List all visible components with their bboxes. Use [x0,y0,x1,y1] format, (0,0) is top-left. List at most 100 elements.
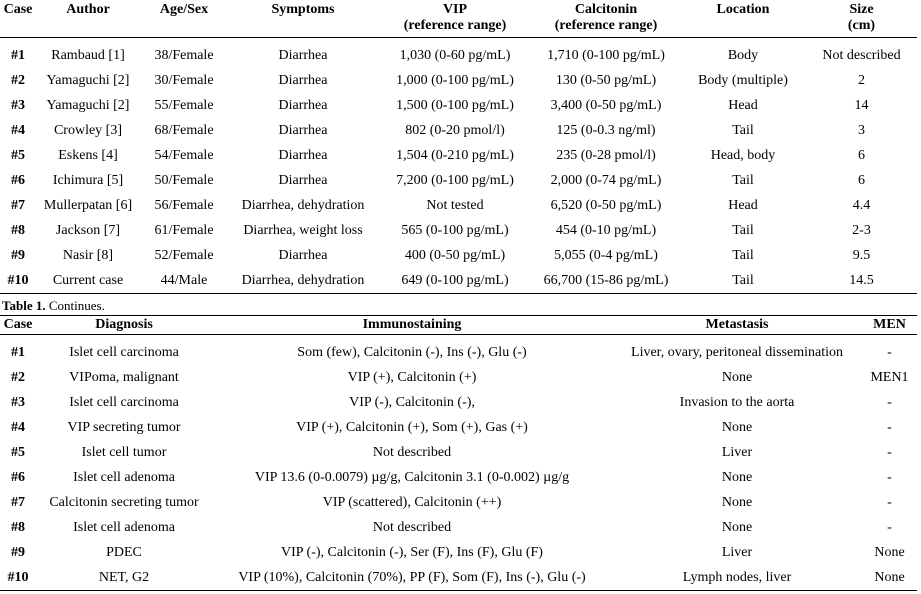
column-header: Calcitonin (reference range) [532,0,680,38]
table-cell: 1,710 (0-100 pg/mL) [547,48,665,63]
table-cell: Crowley [3] [53,123,123,138]
table-cell: #3 [11,98,25,113]
table-cell: Liver, ovary, peritoneal dissemination [631,345,843,360]
table-cell: 2 [858,73,865,88]
table-cell: VIP (scattered), Calcitonin (++) [322,495,502,510]
table-cell: - [887,470,892,485]
column-header: VIP (reference range) [378,0,532,38]
table-cell: Nasir [8] [62,248,114,263]
table-cell: 1,000 (0-100 pg/mL) [396,73,514,88]
table-cell: Rambaud [1] [51,48,125,63]
table-cell: Diarrhea, weight loss [243,223,363,238]
table-row: #5 Eskens [4] 54/Female Diarrhea 1,504 (0-21… [0,143,917,168]
table-row: #10 NET, G2 VIP (10%), Calcitonin (70%), P… [0,565,917,591]
table-cell: 5,055 (0-4 pg/mL) [554,248,658,263]
table-cell: Head, body [710,148,776,163]
table-cell: Diarrhea [278,173,328,188]
table-cell: 50/Female [154,173,214,188]
column-header-line2: (reference range) [554,18,658,33]
table-cell: Tail [732,123,754,138]
table-cell: 1,030 (0-60 pg/mL) [399,48,511,63]
table-cell: - [887,445,892,460]
table-cell: Head [728,198,758,213]
table-cell: Eskens [4] [58,148,118,163]
column-header-line1: Author [66,2,110,17]
table-cell: VIP 13.6 (0-0.0079) µg/g, Calcitonin 3.1… [254,470,570,485]
table-cell: Diarrhea, dehydration [241,198,365,213]
caption-label: Table 1. [2,298,46,313]
table-cell: NET, G2 [36,565,212,591]
table-cell: #5 [11,148,25,163]
case-table-part2: Case Diagnosis Immunostaining Metastasis MEN… [0,315,917,591]
table-cell: 6,520 (0-50 pg/mL) [550,198,662,213]
table-cell: Tail [732,173,754,188]
table-cell: Not described [372,445,452,460]
column-header: Age/Sex [140,0,228,38]
table-cell: #9 [11,545,25,560]
table-cell: 3,400 (0-50 pg/mL) [550,98,662,113]
column-header: Location [680,0,806,38]
table-cell: #10 [0,565,36,591]
table-cell: Body (multiple) [698,73,788,88]
table-cell: Diarrhea [278,248,328,263]
table-row: #7 Mullerpatan [6] 56/Female Diarrhea, dehy… [0,193,917,218]
column-header-line1: Symptoms [271,2,335,17]
table-cell: Islet cell adenoma [73,470,175,485]
table-cell: - [887,495,892,510]
table-row: #7 Calcitonin secreting tumor VIP (scatter… [0,490,917,515]
table-cell: 802 (0-20 pmol/l) [405,123,505,138]
table-caption: Table 1. Continues. [2,298,105,314]
table-cell: 454 (0-10 pg/mL) [555,223,657,238]
table-cell: None [721,470,753,485]
table-cell: Diarrhea [278,98,328,113]
table-cell: None [721,370,753,385]
table-cell: #3 [11,395,25,410]
table-cell: MEN1 [870,370,909,385]
table-cell: Islet cell adenoma [73,520,175,535]
table-cell: #6 [11,470,25,485]
table-cell: #7 [11,198,25,213]
table-cell: 68/Female [154,123,214,138]
table-cell: #2 [11,370,25,385]
table-cell: 130 (0-50 pg/mL) [555,73,657,88]
table-cell: Diarrhea [278,48,328,63]
table-cell: Invasion to the aorta [679,395,795,410]
table-row: #10 Current case 44/Male Diarrhea, dehydrat… [0,268,917,294]
table-row: #2 Yamaguchi [2] 30/Female Diarrhea 1,000 (0… [0,68,917,93]
table-row: #9 Nasir [8] 52/Female Diarrhea 400 (0-50 pg… [0,243,917,268]
table-cell: 61/Female [154,223,214,238]
case-table-part1: Case Author Age/Sex Symptoms VIP (reference r… [0,0,917,294]
table-cell: 649 (0-100 pg/mL) [378,268,532,294]
column-header: MEN [862,315,917,335]
table-row: #8 Islet cell adenoma Not described None - [0,515,917,540]
column-header-line1: VIP [442,2,468,17]
table-cell: 6 [858,173,865,188]
column-header-line2: (reference range) [403,18,507,33]
table-cell: Not tested [426,198,484,213]
table-cell: 30/Female [154,73,214,88]
table-cell: 125 (0-0.3 ng/ml) [556,123,656,138]
column-header: Case [0,315,36,335]
table-cell: Not described [372,520,452,535]
table-cell: Tail [732,248,754,263]
table-cell: 4.4 [852,198,871,213]
column-header-line1: Calcitonin [574,2,638,17]
table-cell: - [887,420,892,435]
column-header: Size (cm) [806,0,917,38]
table-cell: #6 [11,173,25,188]
table-cell: 2,000 (0-74 pg/mL) [550,173,662,188]
table-cell: 14 [854,98,869,113]
table-cell: VIP (-), Calcitonin (-), [349,395,475,410]
table-cell: #8 [11,223,25,238]
table-cell: 235 (0-28 pmol/l) [556,148,656,163]
table-cell: 1,500 (0-100 pg/mL) [396,98,514,113]
table-cell: Liver [721,445,753,460]
table-cell: 44/Male [140,268,228,294]
table-row: #1 Rambaud [1] 38/Female Diarrhea 1,030 (0-6… [0,43,917,68]
table-cell: 3 [858,123,865,138]
table-cell: 565 (0-100 pg/mL) [401,223,509,238]
table-cell: Head [728,98,758,113]
table-cell: Islet cell carcinoma [69,395,179,410]
table-cell: 400 (0-50 pg/mL) [404,248,506,263]
table-row: #8 Jackson [7] 61/Female Diarrhea, weight l… [0,218,917,243]
